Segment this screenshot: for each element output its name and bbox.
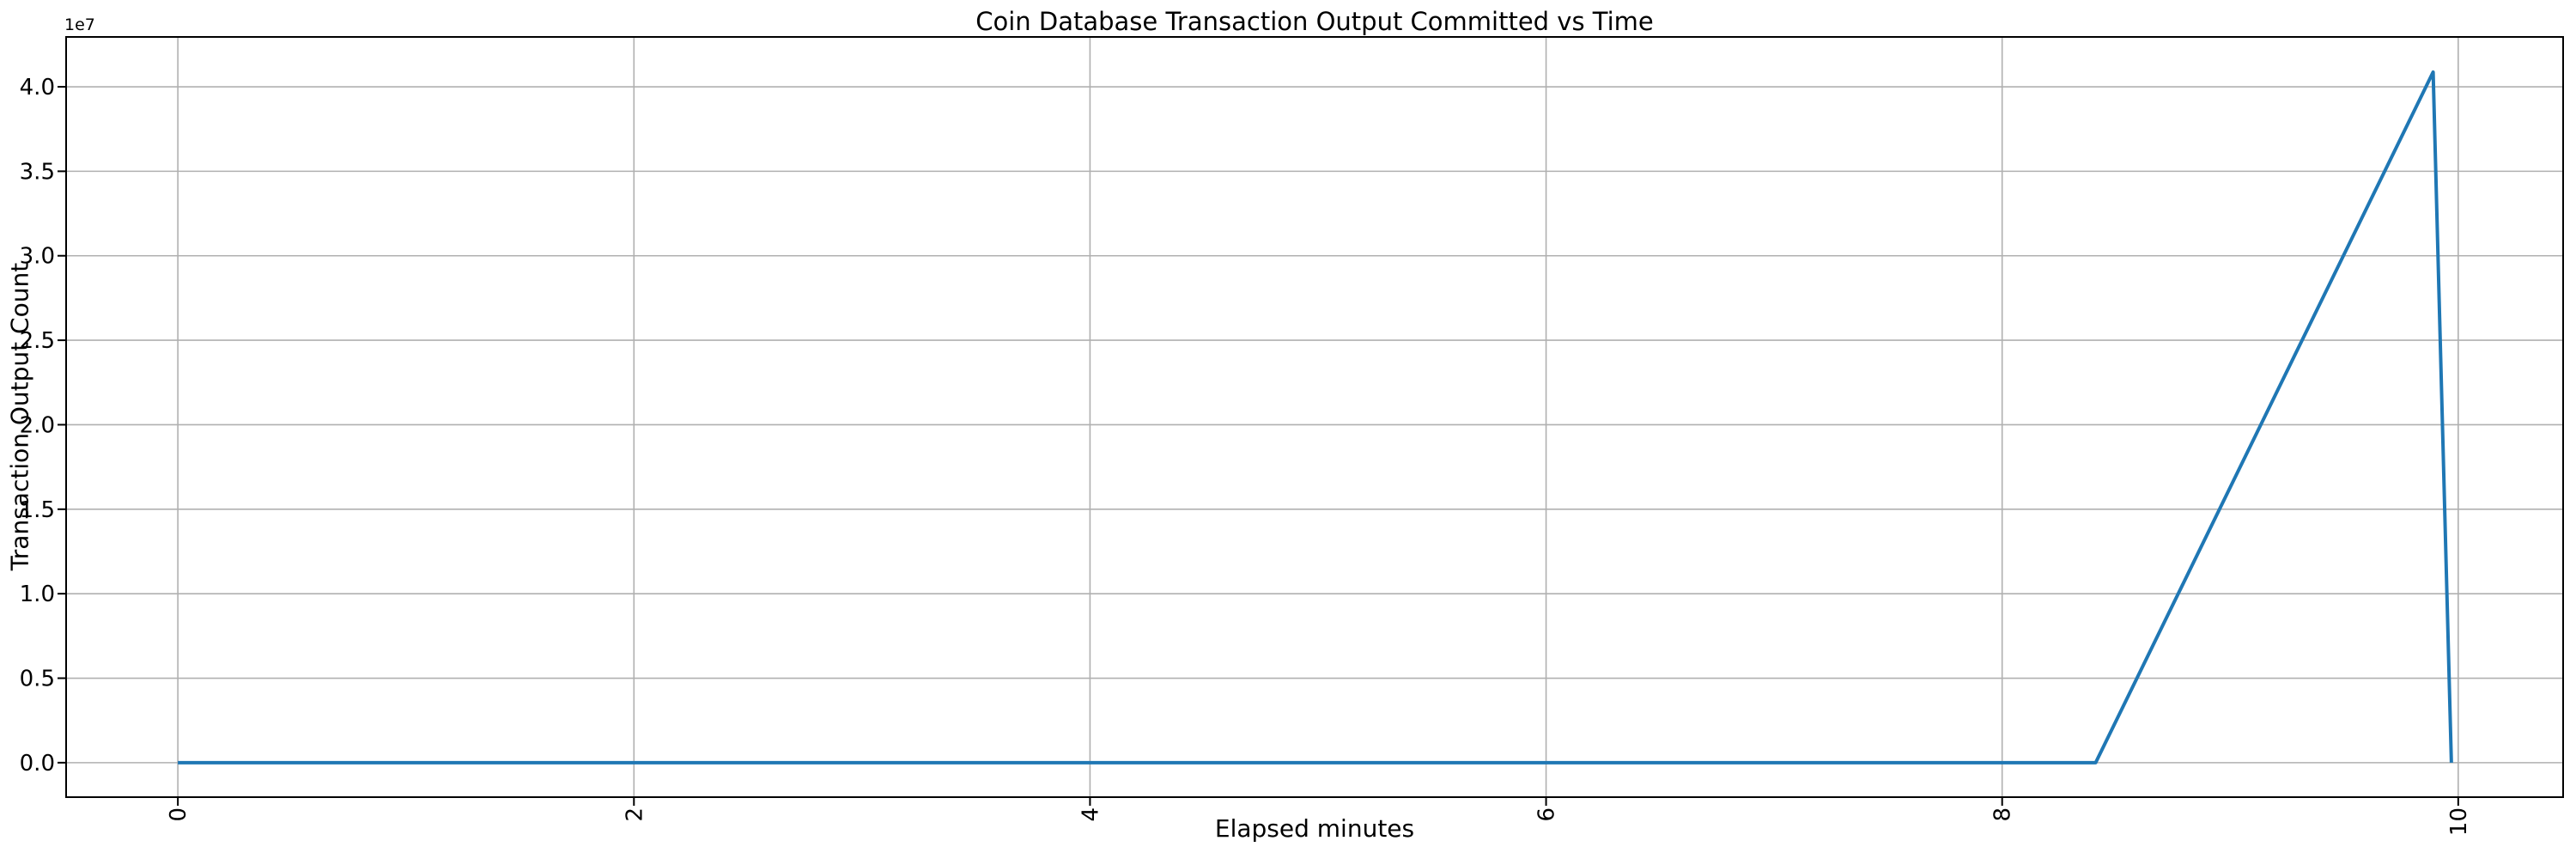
chart-title: Coin Database Transaction Output Committ…: [975, 7, 1654, 36]
y-tick-label: 1.5: [20, 497, 55, 523]
y-tick-label: 2.0: [20, 412, 55, 438]
x-tick-label: 0: [166, 807, 191, 822]
x-tick-label: 4: [1078, 807, 1103, 822]
x-tick-label: 10: [2446, 807, 2472, 836]
data-line: [178, 70, 2453, 765]
x-tick-label: 8: [1990, 807, 2016, 822]
plot-border: [65, 36, 2564, 798]
y-axis-offset-label: 1e7: [64, 15, 95, 34]
x-tick-label: 6: [1534, 807, 1560, 822]
y-tick-label: 3.5: [20, 159, 55, 185]
y-tick-label: 0.5: [20, 667, 55, 692]
x-axis-title: Elapsed minutes: [1214, 814, 1415, 843]
y-tick-label: 1.0: [20, 582, 55, 607]
y-tick-label: 3.0: [20, 244, 55, 270]
y-tick-label: 4.0: [20, 75, 55, 101]
x-tick-label: 2: [622, 807, 647, 822]
y-tick-label: 0.0: [20, 751, 55, 777]
y-tick-label: 2.5: [20, 328, 55, 354]
